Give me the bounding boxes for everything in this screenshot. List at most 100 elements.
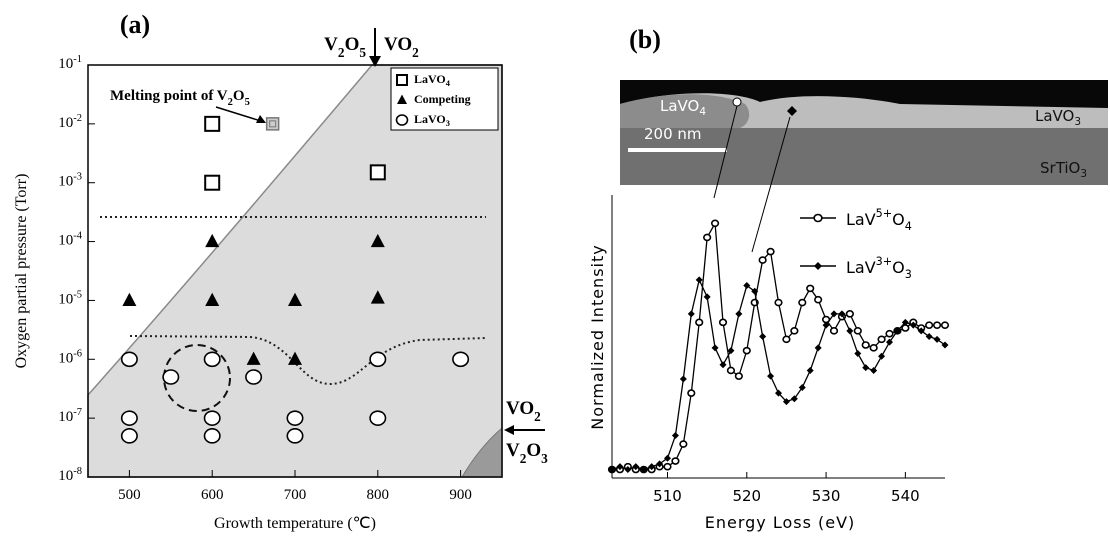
marker-circle <box>798 298 807 307</box>
x-axis-title: Energy Loss (eV) <box>705 513 856 532</box>
marker-circle <box>845 310 854 318</box>
y-tick-label: 10-4 <box>58 230 82 249</box>
marker-diamond <box>727 347 735 355</box>
marker-diamond <box>814 262 822 270</box>
text-part: Melting point of V <box>110 88 228 104</box>
marker-triangle <box>370 233 385 248</box>
marker-circle <box>162 369 180 385</box>
melting-point <box>265 117 280 131</box>
marker-circle <box>766 247 775 256</box>
marker-diamond <box>743 282 751 290</box>
text-part: LaV <box>846 258 876 277</box>
phase-boundary <box>129 335 487 386</box>
x-tick-label: 510 <box>653 487 682 505</box>
annotation: Melting point of V2O5 <box>110 88 250 107</box>
marker-diamond <box>901 318 909 326</box>
marker-triangle <box>246 351 261 365</box>
text-part: Energy Loss (eV) <box>705 513 856 532</box>
text-part: -6 <box>73 348 82 359</box>
marker-diamond <box>648 463 656 471</box>
text-part: VO <box>506 398 534 419</box>
text-part: LaVO <box>660 97 699 115</box>
marker-circle <box>120 410 138 426</box>
y-axis-title: Normalized Intensity <box>588 244 607 429</box>
arrow-head <box>256 115 266 123</box>
marker-diamond <box>830 310 838 318</box>
y-tick-label: 10-8 <box>58 466 82 485</box>
text-part: Oxygen partial pressure (Torr) <box>13 174 30 369</box>
legend-label: LaVO4 <box>414 72 451 89</box>
marker-circle <box>286 410 304 426</box>
text-part: (a) <box>120 10 150 39</box>
x-axis-title: Growth temperature (℃) <box>214 515 376 532</box>
text-part: 10 <box>58 56 73 72</box>
annotation-arrow <box>215 106 265 123</box>
marker-circle <box>120 351 138 368</box>
y-axis-title: Oxygen partial pressure (Torr) <box>13 174 30 369</box>
marker-triangle <box>370 290 385 304</box>
text-part: 2 <box>338 45 345 60</box>
text-part: 5+ <box>876 207 893 220</box>
marker-diamond <box>838 310 846 318</box>
text-part: V <box>324 34 338 55</box>
text-part: 4 <box>905 220 912 233</box>
text-part: Competing <box>414 92 471 106</box>
text-part: (b) <box>629 25 661 54</box>
text-part: 3 <box>541 451 548 466</box>
marker-diamond <box>909 321 917 329</box>
text-part: O <box>892 258 905 277</box>
text-part: 530 <box>812 487 841 505</box>
text-part: O <box>892 210 905 229</box>
image-label: LaVO3 <box>1035 107 1081 129</box>
marker-diamond <box>616 463 624 471</box>
marker-diamond <box>632 463 640 471</box>
text-part: LaVO <box>414 72 446 86</box>
text-part: 2 <box>534 409 541 424</box>
marker-diamond <box>711 344 719 352</box>
text-part: 2 <box>228 97 233 108</box>
text-part: -8 <box>73 466 82 477</box>
marker-circle <box>806 284 815 293</box>
marker-diamond <box>751 287 759 295</box>
text-part: 5 <box>245 97 250 108</box>
marker-circle <box>742 346 751 355</box>
marker-diamond <box>664 454 671 462</box>
marker-circle <box>695 318 704 327</box>
marker-diamond <box>941 341 949 349</box>
y-tick-label: 10-5 <box>58 289 82 308</box>
marker-diamond <box>886 338 893 346</box>
marker-circle <box>782 335 791 344</box>
substrate-layer <box>620 128 1108 185</box>
marker-circle <box>710 219 720 228</box>
text-part: -2 <box>73 113 82 124</box>
marker-diamond <box>640 466 648 474</box>
text-part: 540 <box>891 487 920 505</box>
text-part: O <box>345 34 360 55</box>
y-tick-label: 10-1 <box>58 54 82 73</box>
marker-circle <box>726 366 736 375</box>
text-part: 10 <box>58 174 73 190</box>
marker-diamond <box>854 349 862 357</box>
text-part: -4 <box>73 230 82 241</box>
text-part: 5 <box>359 45 366 60</box>
marker-circle <box>877 335 886 344</box>
marker-circle <box>814 295 823 304</box>
text-part: 10 <box>58 351 73 367</box>
marker-diamond <box>695 276 703 284</box>
connector <box>713 105 738 199</box>
arrow-head <box>369 56 381 67</box>
text-part: 520 <box>732 487 761 505</box>
marker-diamond <box>893 327 901 335</box>
text-part: 10 <box>58 233 73 249</box>
text-part: 3 <box>1074 116 1081 128</box>
text-part: -7 <box>73 407 82 418</box>
text-part: 10 <box>58 115 73 131</box>
image-label: 200 nm <box>644 125 702 143</box>
text-part: 3+ <box>876 255 893 268</box>
marker-circle <box>679 440 688 448</box>
marker-circle <box>663 462 672 471</box>
image-label: SrTiO3 <box>1040 159 1087 181</box>
text-part: 700 <box>284 487 307 503</box>
phase-label: VO2 <box>506 398 541 423</box>
